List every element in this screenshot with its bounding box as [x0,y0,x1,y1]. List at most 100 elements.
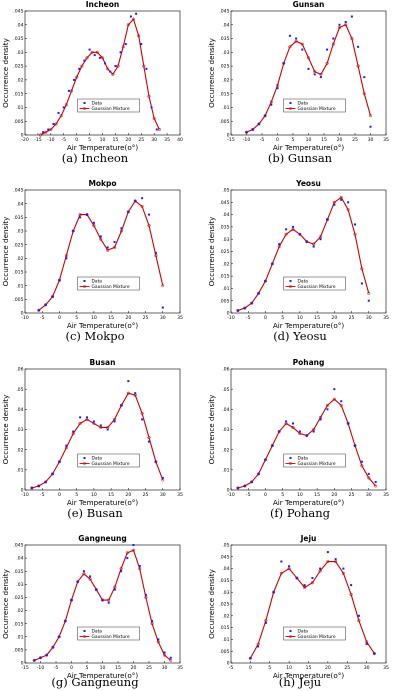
data-point [257,472,260,475]
x-tick-label: 25 [143,492,149,498]
plot-frame [230,10,387,136]
y-axis-label: Occurrence density [1,568,10,638]
x-tick-label: -10 [47,137,55,143]
mixture-point [100,598,105,602]
data-point [120,227,123,230]
data-point [295,37,298,40]
y-tick-label: .04 [16,201,23,207]
data-point [243,484,246,487]
mixture-point [142,64,146,68]
x-tick-label: 30 [160,492,166,498]
legend-data-marker [289,102,292,104]
data-point [140,43,143,46]
data-point [249,657,252,660]
legend-box [283,626,346,641]
y-tick-label: 0 [21,661,24,667]
mixture-point [157,127,161,132]
x-tick-label: 15 [314,315,320,321]
y-tick-label: .02 [222,447,229,453]
x-tick-label: 20 [131,665,137,671]
mixture-point [295,576,299,580]
mixture-point [298,232,302,236]
data-point [285,228,288,231]
data-point [126,557,129,560]
mixture-point [305,240,309,244]
mixture-point [236,308,240,313]
data-point [347,422,350,425]
x-tick-label: 35 [383,137,389,143]
data-point [120,404,123,407]
x-tick-label: 30 [368,137,374,143]
data-point [340,198,343,201]
data-point [305,434,308,437]
mixture-point [282,61,286,65]
data-point [163,651,166,654]
data-point [360,460,363,463]
mixture-point [154,254,158,258]
mixture-point [367,476,371,480]
data-point [326,551,329,554]
x-tick-label: 5 [75,492,78,498]
x-tick-label: 10 [286,665,292,671]
panel-caption: (e) Busan [67,506,123,520]
data-point [99,235,102,238]
mixture-point [85,56,89,60]
mixture-point [257,291,261,295]
mixture-point [140,204,144,208]
x-tick-label: 5 [268,665,271,671]
chart-panel-incheon: Incheon -20 -15 -10 -5 0 5 10 15 20 25 30 35 40 0 .005.… [1,0,183,165]
data-point [245,131,248,134]
y-tick-label: .015 [219,274,229,280]
mixture-point [126,210,130,214]
data-point [350,15,353,18]
x-tick-label: 35 [164,137,170,143]
legend-data-label: Data [92,100,103,106]
data-point [344,21,347,24]
data-point [161,306,164,309]
y-tick-label: .045 [13,188,23,194]
x-tick-label: -5 [229,665,234,671]
chart-panel-mokpo: Mokpo -10 -5 0 5 10 15 20 25 30 35 0 .005 .01 .015 .02.… [1,179,183,343]
mixture-point [156,640,160,644]
data-point [47,128,50,131]
mixture-point [339,195,343,199]
x-tick-label: 20 [331,492,337,498]
x-tick-label: 0 [264,315,267,321]
x-tick-label: 30 [364,665,370,671]
y-tick-label: .02 [222,77,229,83]
panel-caption: (b) Gunsan [268,151,333,165]
mixture-point [256,642,260,646]
x-axis-label: Air Temperature(o°) [273,671,344,680]
data-point [124,43,127,46]
mixture-point [54,122,58,126]
data-point [44,303,47,306]
data-point [155,128,158,131]
mixture-point [82,572,86,576]
chart-panel-yeosu: Yeosu -10 -5 0 5 10 15 20 25 30 35 0 .005 .01 .015 .02.… [207,179,389,343]
panel-caption: (h) Jeju [279,675,321,689]
data-point [45,654,48,657]
mixture-point [344,23,348,27]
mixture-point [126,23,130,27]
data-point [57,111,60,114]
x-tick-label: 25 [143,315,149,321]
data-point [264,280,267,283]
chart-panel-busan: Busan -10 -5 0 5 10 15 20 25 30 35 0 .01 .02 .03 .04 .05… [1,358,183,520]
data-point [52,122,55,125]
x-tick-label: 0 [58,492,61,498]
mixture-point [144,595,148,599]
data-point [135,12,138,15]
y-tick-label: .005 [219,649,229,655]
mixture-point [119,403,123,407]
data-point [37,484,40,487]
mixture-point [275,83,280,87]
mixture-point [337,25,342,30]
x-tick-label: 0 [264,492,267,498]
y-tick-label: .015 [219,91,229,97]
